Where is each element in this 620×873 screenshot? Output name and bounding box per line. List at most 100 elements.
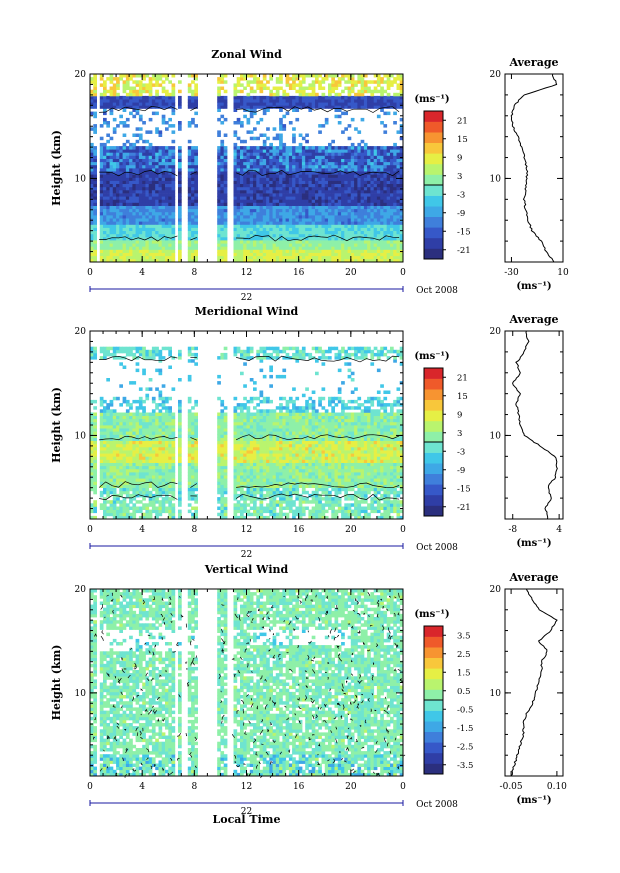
heatmap-cell — [112, 500, 117, 504]
heatmap-cell — [138, 468, 143, 473]
heatmap-cell — [125, 139, 130, 144]
heatmap-cell — [236, 152, 241, 156]
heatmap-cell — [236, 89, 241, 94]
heatmap-cell — [292, 99, 296, 103]
heatmap-cell — [305, 227, 309, 231]
heatmap-cell — [90, 189, 94, 194]
heatmap-cell — [256, 95, 260, 100]
heatmap-cell — [363, 202, 368, 206]
heatmap-cell — [119, 415, 123, 420]
heatmap-cell — [337, 155, 342, 159]
heatmap-cell — [380, 80, 384, 84]
heatmap-cell — [305, 186, 309, 191]
heatmap-cell — [295, 155, 300, 159]
heatmap-cell — [321, 233, 326, 238]
heatmap-cell — [93, 196, 97, 200]
heatmap-cell — [106, 249, 110, 253]
heatmap-cell — [155, 453, 159, 457]
heatmap-cell — [145, 428, 150, 432]
heatmap-cell — [367, 102, 371, 106]
heatmap-cell — [266, 255, 270, 260]
heatmap-cell — [112, 218, 117, 222]
heatmap-cell — [116, 83, 120, 87]
heatmap-cell — [109, 352, 114, 357]
heatmap-cell — [376, 186, 381, 191]
heatmap-cell — [305, 152, 309, 156]
heatmap-cell — [324, 208, 329, 213]
heatmap-cell — [373, 86, 378, 90]
heatmap-cell — [354, 215, 358, 219]
heatmap-cell — [386, 186, 391, 191]
heatmap-cell — [236, 136, 241, 141]
heatmap-cell — [122, 437, 127, 441]
heatmap-cell — [132, 450, 137, 454]
heatmap-cell — [90, 446, 94, 451]
heatmap-cell — [122, 215, 127, 219]
heatmap-cell — [370, 146, 375, 150]
heatmap-cell — [318, 211, 322, 216]
heatmap-cell — [292, 189, 296, 194]
heatmap-cell — [288, 240, 293, 244]
heatmap-cell — [357, 89, 362, 94]
heatmap-cell — [396, 249, 401, 253]
heatmap-cell — [148, 211, 153, 216]
heatmap-cell — [90, 202, 94, 206]
heatmap-cell — [220, 193, 225, 197]
heatmap-cell — [243, 86, 247, 90]
profile-line — [510, 73, 558, 263]
heatmap-cell — [155, 127, 159, 131]
heatmap-cell — [269, 74, 273, 78]
heatmap-cell — [158, 443, 163, 448]
heatmap-cell — [308, 252, 313, 257]
heatmap-cell — [223, 240, 228, 244]
heatmap-cell — [243, 215, 247, 219]
heatmap-cell — [285, 186, 290, 191]
heatmap-cell — [315, 149, 319, 153]
heatmap-cell — [129, 481, 133, 485]
heatmap-cell — [125, 487, 130, 492]
heatmap-cell — [93, 183, 97, 188]
heatmap-cell — [243, 161, 247, 166]
heatmap-cell — [132, 490, 137, 495]
heatmap-cell — [367, 205, 371, 210]
heatmap-cell — [386, 218, 391, 222]
heatmap-cell — [99, 443, 104, 448]
heatmap-cell — [165, 189, 169, 194]
heatmap-cell — [142, 437, 146, 441]
heatmap-cell — [324, 255, 329, 260]
heatmap-cell — [393, 249, 397, 253]
heatmap-cell — [256, 164, 260, 169]
heatmap-cell — [119, 478, 123, 482]
heatmap-cell — [370, 258, 375, 263]
heatmap-cell — [275, 211, 280, 216]
x-tick-label: 16 — [293, 268, 305, 278]
heatmap-cell — [282, 193, 287, 197]
heatmap-cell — [357, 77, 362, 81]
heatmap-cell — [116, 77, 120, 81]
heatmap-cell — [347, 149, 352, 153]
heatmap-cell — [155, 102, 159, 106]
heatmap-cell — [158, 450, 163, 454]
heatmap-cell — [240, 174, 244, 178]
heatmap-cell — [145, 503, 150, 507]
heatmap-cell — [233, 221, 238, 225]
heatmap-cell — [106, 434, 110, 438]
heatmap-cell — [103, 215, 107, 219]
heatmap-cell — [354, 230, 358, 235]
heatmap-cell — [396, 221, 401, 225]
profile-unit: (ms⁻¹) — [516, 281, 551, 292]
heatmap-cell — [315, 168, 319, 172]
heatmap-cell — [357, 252, 362, 257]
heatmap-cell — [386, 102, 391, 106]
heatmap-cell — [305, 155, 309, 159]
heatmap-cell — [138, 189, 143, 194]
heatmap-cell — [168, 117, 172, 122]
heatmap-cell — [259, 230, 264, 235]
heatmap-cell — [292, 199, 296, 203]
heatmap-cell — [308, 230, 313, 235]
heatmap-cell — [194, 89, 198, 94]
heatmap-cell — [119, 243, 123, 247]
heatmap-cell — [103, 434, 107, 438]
heatmap-cell — [396, 105, 401, 109]
heatmap-cell — [334, 102, 339, 106]
